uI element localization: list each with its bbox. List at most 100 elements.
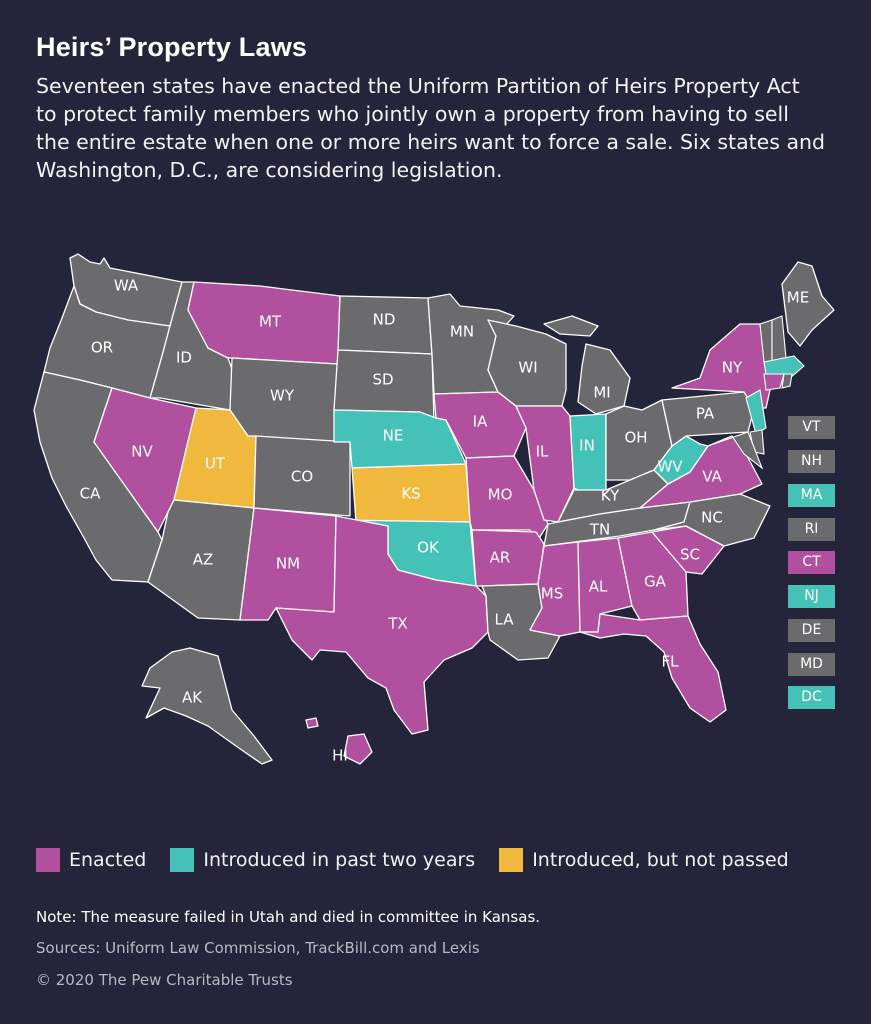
state-sc: SC [651,525,725,575]
small-state-box-ma: MA [788,484,835,507]
state-label-pa: PA [696,405,715,423]
state-label-hi: HI [332,747,348,765]
state-label-nd: ND [373,311,396,329]
state-label-fl: FL [662,653,680,671]
small-state-shape [745,389,767,435]
sources: Sources: Uniform Law Commission, TrackBi… [36,939,480,957]
legend-label: Introduced, but not passed [532,849,789,871]
small-state-shape [707,431,764,470]
note: Note: The measure failed in Utah and die… [36,908,541,926]
state-label-ca: CA [80,485,101,503]
copyright: © 2020 The Pew Charitable Trusts [36,971,293,989]
state-ak: AK [141,647,273,765]
state-label-wa: WA [114,277,139,295]
state-label-ne: NE [383,427,404,445]
small-state-box-ri: RI [788,518,835,541]
state-nm: NM [239,507,337,621]
state-label-mn: MN [450,323,474,341]
state-label-ny: NY [722,359,743,377]
state-nc: NC [653,493,771,547]
state-label-nc: NC [701,509,723,527]
small-state-shape [771,315,787,363]
state-label-ak: AK [182,689,203,707]
small-state-box-nh: NH [788,450,835,473]
small-state-shape [763,355,805,379]
state-al: AL [577,537,633,633]
state-label-ut: UT [205,455,226,473]
state-label-ga: GA [644,573,667,591]
legend-label: Enacted [69,849,147,871]
chart-subtitle: Seventeen states have enacted the Unifor… [36,74,826,182]
state-hi: HI [305,717,373,765]
state-me: ME [781,261,835,347]
state-shape-mi [543,315,631,415]
state-la: LA [481,583,561,661]
legend-item-enacted: Enacted [36,848,146,872]
state-label-oh: OH [624,429,647,447]
state-sd: SD [333,349,435,421]
state-shape-hi [305,717,373,765]
small-state-box-dc: DC [788,686,835,709]
state-label-la: LA [495,611,515,629]
us-map: WA OR CA ID NV MT WY UT AZ CO NM ND SD NE KS OK TX MN IA MO… [0,240,871,800]
state-label-mt: MT [259,313,282,331]
chart-title: Heirs’ Property Laws [36,32,308,62]
state-nv: NV [93,387,197,533]
state-label-wi: WI [518,359,537,377]
small-state-shape [781,373,793,389]
state-shape-tx [275,515,489,735]
state-shape-ak [141,647,273,765]
state-label-co: CO [291,468,313,486]
state-wi: WI [487,319,567,407]
state-fl: FL [579,613,727,723]
state-label-al: AL [589,578,608,596]
state-label-id: ID [176,349,192,367]
state-in: IN [569,413,607,497]
state-label-ok: OK [417,539,440,557]
state-wy: WY [229,357,339,443]
state-shape-fl [579,613,727,723]
state-ar: AR [471,529,545,587]
state-label-ms: MS [541,585,563,603]
small-state-box-de: DE [788,619,835,642]
state-label-wy: WY [270,387,295,405]
state-oh: OH [605,399,673,481]
state-label-ar: AR [490,549,511,567]
state-ny: NY [671,323,771,409]
small-state-box-md: MD [788,653,835,676]
state-label-in: IN [579,437,595,455]
state-label-va: VA [702,468,722,486]
state-shape-me [781,261,835,347]
legend: Enacted Introduced in past two years Intro… [36,846,813,874]
state-mi: MI [543,315,631,415]
state-label-ks: KS [401,485,420,503]
state-label-mo: MO [488,486,513,504]
legend-item-not-passed: Introduced, but not passed [499,848,789,872]
state-label-az: AZ [193,551,214,569]
state-ks: KS [351,463,471,523]
small-state-box-ct: CT [788,551,835,574]
state-label-or: OR [91,339,113,357]
state-label-sc: SC [680,546,700,564]
legend-swatch [499,848,524,872]
state-label-tx: TX [387,615,407,633]
state-label-ia: IA [473,413,488,431]
small-state-shape [763,373,785,391]
legend-swatch [36,848,60,872]
state-label-mi: MI [593,384,610,402]
small-state-box-nj: NJ [788,585,835,608]
state-tx: TX [275,515,489,735]
state-label-me: ME [787,289,809,307]
state-label-nv: NV [131,443,153,461]
state-label-wv: WV [657,458,683,476]
state-label-il: IL [536,443,549,461]
us-map-svg: WA OR CA ID NV MT WY UT AZ CO NM ND SD NE KS OK TX MN IA MO… [33,253,835,765]
legend-label: Introduced in past two years [203,849,476,871]
legend-item-introduced: Introduced in past two years [170,848,475,872]
state-label-ky: KY [601,487,620,505]
state-shape-co [253,435,351,517]
state-nd: ND [337,295,433,355]
legend-swatch [170,848,195,872]
state-shape-nc [653,493,771,547]
state-label-sd: SD [372,371,393,389]
